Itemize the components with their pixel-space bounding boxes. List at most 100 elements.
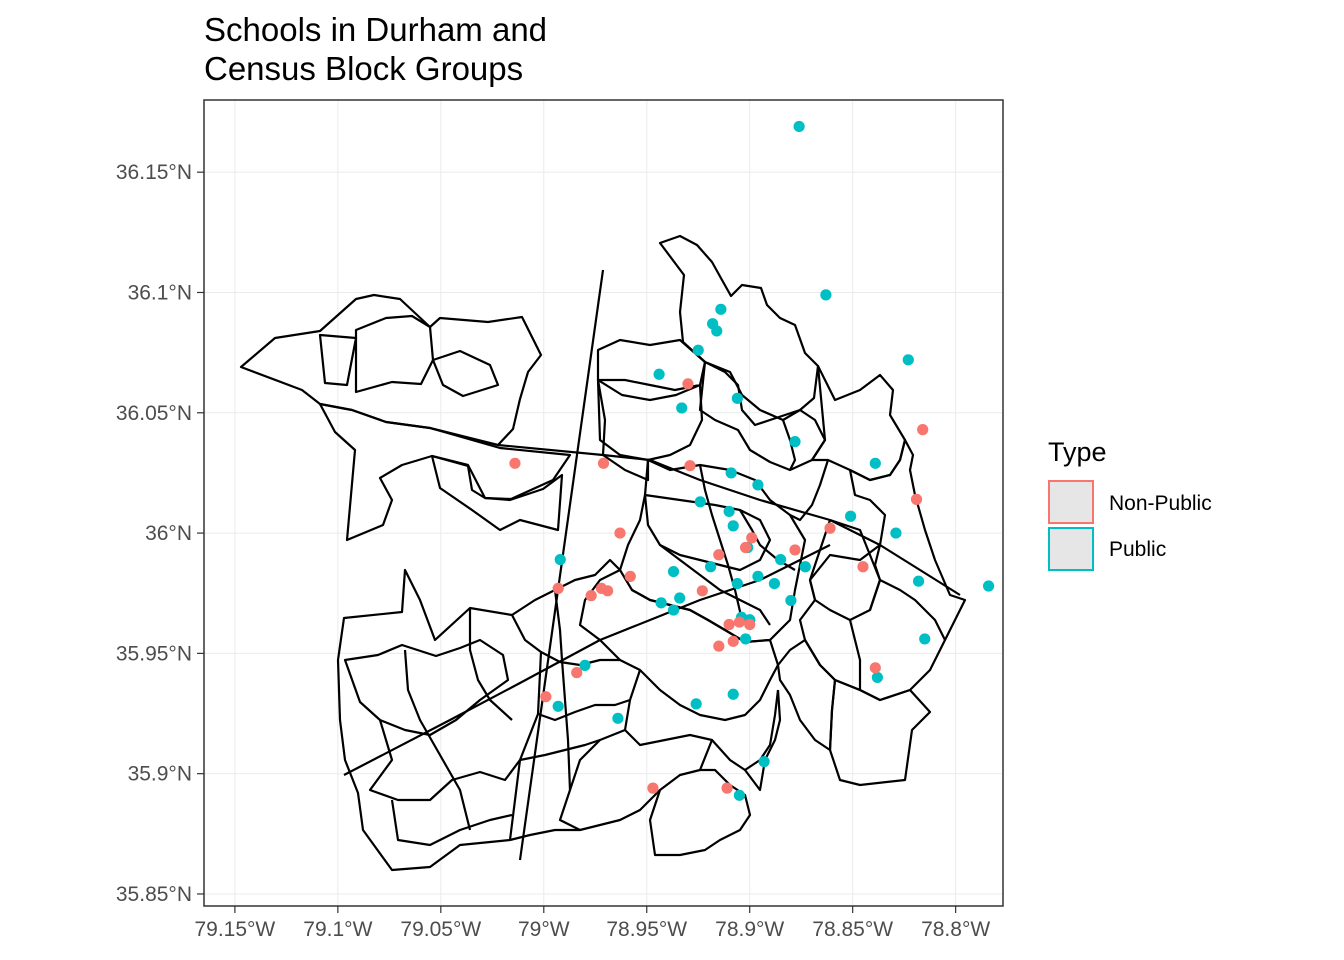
block-group-southwest-central [511, 558, 621, 616]
legend-label-public: Public [1109, 538, 1166, 561]
school-point-public-27 [731, 578, 743, 590]
y-tick-label-1: 35.9°N [128, 763, 192, 786]
x-tick-label-2: 79.05°W [400, 918, 481, 941]
y-tick-label-6: 36.15°N [116, 161, 192, 184]
school-point-public-10 [789, 436, 801, 448]
legend: Type Non-Public Public [1048, 437, 1212, 571]
school-point-non-public-7 [614, 527, 626, 539]
block-group-east-2 [808, 518, 882, 622]
block-group-west-2 [430, 454, 564, 532]
block-group-southwest-central-6 [553, 589, 572, 791]
school-point-public-22 [799, 561, 811, 573]
block-group-southwest-central-4 [519, 738, 601, 762]
x-tick-label-7: 78.8°W [921, 918, 990, 941]
school-point-non-public-27 [647, 782, 659, 794]
block-group-central-3 [659, 544, 771, 626]
school-point-non-public-1 [917, 424, 929, 436]
y-tick-label-3: 36°N [145, 522, 192, 545]
block-group-north-4 [698, 360, 827, 472]
school-point-public-37 [919, 633, 931, 645]
school-point-public-7 [653, 368, 665, 380]
school-point-public-0 [793, 120, 805, 133]
block-group-ne-inner [781, 419, 830, 522]
school-point-non-public-20 [723, 618, 735, 631]
school-point-public-1 [820, 289, 832, 301]
county-divider-diagonal-1 [497, 443, 961, 596]
school-point-public-43 [612, 712, 624, 724]
school-point-public-38 [579, 659, 591, 672]
legend-item-public: Public [1048, 527, 1166, 571]
school-point-public-15 [723, 505, 735, 518]
block-group-southwest-central-3 [537, 698, 631, 722]
x-axis: 79.15°W 79.1°W 79.05°W 79°W 78.95°W 78.9°W 78.… [194, 906, 990, 941]
y-tick-label-0: 35.85°N [116, 883, 192, 906]
x-tick-label-3: 79°W [518, 918, 570, 941]
school-point-non-public-8 [746, 532, 758, 544]
school-point-public-42 [552, 700, 564, 712]
block-group-southeast-2 [776, 638, 837, 752]
legend-label-non-public: Non-Public [1109, 492, 1212, 515]
school-point-public-14 [694, 496, 706, 508]
school-point-non-public-10 [739, 541, 752, 554]
school-point-public-39 [871, 671, 883, 684]
school-point-non-public-5 [910, 493, 923, 505]
block-group-central-4 [698, 464, 744, 621]
school-point-non-public-13 [624, 570, 636, 582]
school-point-public-17 [727, 520, 739, 532]
block-group-nw-inner-1 [318, 333, 358, 387]
school-point-public-25 [752, 570, 764, 582]
block-group-north-3 [596, 378, 704, 462]
school-point-public-6 [692, 344, 704, 356]
block-group-east [798, 438, 967, 702]
school-point-non-public-17 [585, 590, 597, 602]
census-block-groups [239, 234, 967, 872]
block-group-central-6 [578, 569, 621, 641]
school-point-public-29 [982, 580, 995, 592]
block-group-south-2 [648, 768, 752, 857]
block-group-sw-inner-2 [368, 719, 521, 802]
school-point-non-public-25 [869, 662, 881, 674]
school-point-public-32 [655, 597, 667, 609]
block-group-sw-inner-1 [343, 638, 510, 737]
block-group-sw-inner-4 [403, 649, 472, 831]
block-group-south-3 [744, 689, 782, 792]
legend-title: Type [1048, 437, 1107, 467]
school-points [509, 120, 995, 801]
school-point-non-public-3 [597, 457, 610, 469]
school-point-public-18 [890, 527, 902, 539]
school-point-public-11 [869, 457, 881, 469]
x-tick-label-5: 78.9°W [715, 918, 784, 941]
block-group-west [318, 402, 572, 542]
y-axis: 35.85°N 35.9°N 35.95°N 36°N 36.05°N 36.1°N 36.… [116, 161, 204, 906]
school-point-public-4 [715, 303, 727, 315]
block-group-central-1 [618, 458, 807, 644]
block-group-south-central [599, 589, 780, 722]
school-point-non-public-18 [696, 585, 708, 597]
school-point-public-40 [727, 688, 739, 700]
school-point-non-public-21 [744, 618, 756, 631]
block-group-southwest-central-5 [509, 828, 580, 842]
school-point-non-public-23 [727, 635, 739, 647]
school-point-non-public-14 [552, 582, 564, 595]
school-point-public-9 [731, 392, 743, 404]
block-group-northwest-central [596, 379, 650, 482]
school-point-non-public-16 [595, 582, 608, 595]
school-point-non-public-19 [733, 616, 746, 628]
school-point-public-44 [758, 756, 770, 768]
school-point-public-41 [690, 698, 702, 710]
school-point-public-2 [902, 354, 914, 366]
block-group-sw-inner-3 [390, 799, 513, 847]
county-divider-diagonal-2 [343, 544, 831, 776]
chart-title-line1: Schools in Durham and [204, 11, 547, 48]
school-point-public-23 [667, 565, 680, 578]
school-point-public-24 [704, 561, 717, 573]
school-point-non-public-28 [721, 782, 733, 794]
school-point-public-21 [774, 553, 787, 566]
legend-item-non-public: Non-Public [1048, 480, 1212, 524]
school-point-non-public-24 [571, 667, 583, 679]
school-point-public-28 [912, 575, 925, 587]
school-point-non-public-11 [713, 549, 725, 561]
school-point-non-public-9 [789, 544, 801, 556]
school-point-non-public-0 [682, 378, 694, 390]
